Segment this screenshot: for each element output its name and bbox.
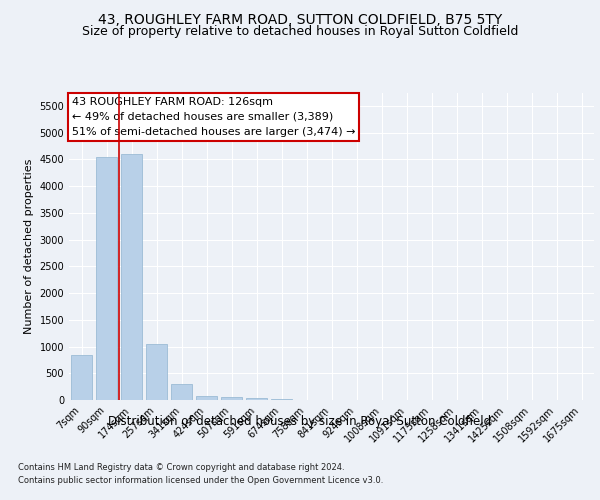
- Text: 43 ROUGHLEY FARM ROAD: 126sqm
← 49% of detached houses are smaller (3,389)
51% o: 43 ROUGHLEY FARM ROAD: 126sqm ← 49% of d…: [71, 97, 355, 136]
- Text: Distribution of detached houses by size in Royal Sutton Coldfield: Distribution of detached houses by size …: [109, 415, 491, 428]
- Bar: [271, 399, 292, 400]
- Y-axis label: Number of detached properties: Number of detached properties: [24, 158, 34, 334]
- Bar: [171, 384, 192, 400]
- Text: Size of property relative to detached houses in Royal Sutton Coldfield: Size of property relative to detached ho…: [82, 25, 518, 38]
- Bar: [246, 398, 267, 400]
- Bar: [71, 354, 92, 400]
- Bar: [221, 398, 242, 400]
- Bar: [196, 396, 217, 400]
- Bar: [96, 156, 117, 400]
- Bar: [121, 154, 142, 400]
- Text: Contains public sector information licensed under the Open Government Licence v3: Contains public sector information licen…: [18, 476, 383, 485]
- Text: Contains HM Land Registry data © Crown copyright and database right 2024.: Contains HM Land Registry data © Crown c…: [18, 462, 344, 471]
- Text: 43, ROUGHLEY FARM ROAD, SUTTON COLDFIELD, B75 5TY: 43, ROUGHLEY FARM ROAD, SUTTON COLDFIELD…: [98, 12, 502, 26]
- Bar: [146, 344, 167, 400]
